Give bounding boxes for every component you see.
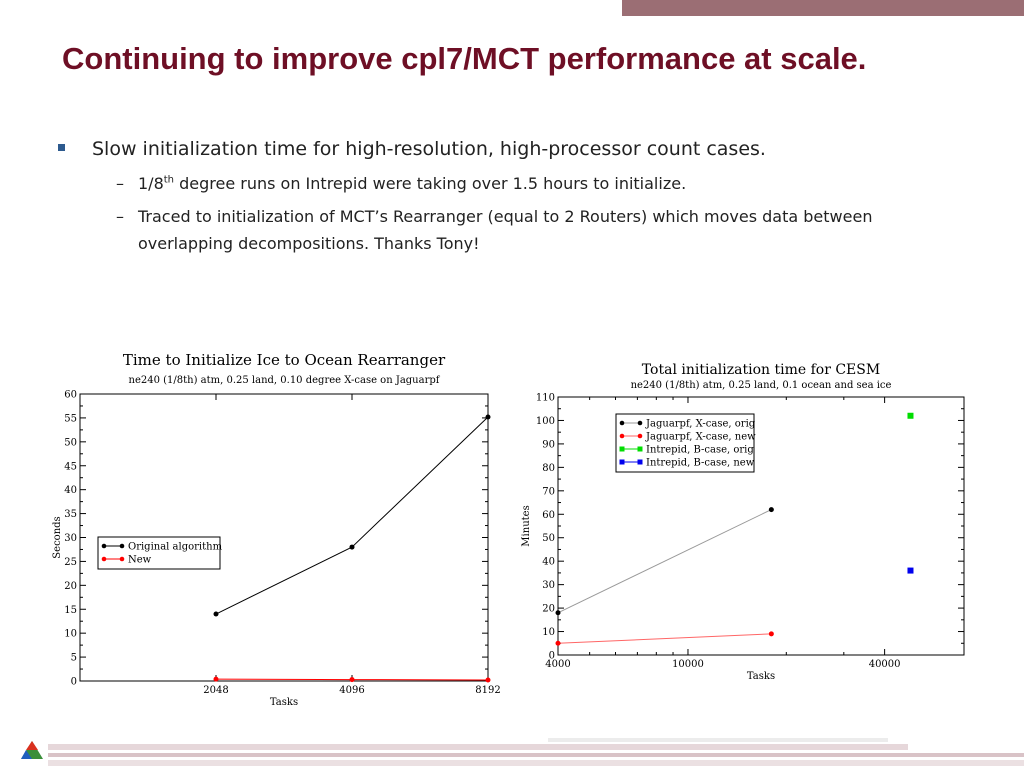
data-point: [349, 544, 355, 550]
y-tick-label: 30: [64, 533, 77, 544]
slide-title: Continuing to improve cpl7/MCT performan…: [62, 41, 867, 76]
data-point: [555, 640, 561, 646]
y-tick-label: 110: [536, 393, 555, 404]
legend-marker: [619, 420, 625, 426]
y-tick-label: 20: [64, 581, 77, 592]
y-tick-label: 55: [64, 413, 77, 424]
legend-marker: [101, 543, 107, 549]
y-tick-label: 70: [542, 486, 555, 497]
y-axis-label: Seconds: [52, 516, 63, 558]
y-tick-label: 100: [536, 416, 555, 427]
legend-marker: [637, 459, 643, 465]
series-line: [557, 509, 772, 614]
x-tick-label: 4000: [545, 659, 570, 670]
legend-marker: [637, 433, 643, 439]
dash-bullet: –: [116, 207, 124, 226]
data-point: [907, 412, 914, 419]
y-tick-label: 10: [542, 627, 555, 638]
y-tick-label: 0: [71, 677, 77, 688]
data-point: [907, 567, 914, 574]
x-axis-label: Tasks: [270, 697, 298, 708]
sub-bullet-text-2: Traced to initialization of MCT’s Rearra…: [138, 207, 873, 253]
chart-title: Time to Initialize Ice to Ocean Rearrang…: [123, 351, 446, 369]
x-tick-label: 4096: [339, 685, 364, 696]
dash-bullet: –: [116, 174, 124, 193]
chart-subtitle: ne240 (1/8th) atm, 0.25 land, 0.1 ocean …: [631, 380, 892, 391]
y-tick-label: 40: [542, 557, 555, 568]
legend-box: [97, 536, 221, 570]
y-tick-label: 60: [64, 390, 77, 401]
legend-marker: [619, 433, 625, 439]
y-tick-label: 20: [542, 604, 555, 615]
legend-marker: [119, 556, 125, 562]
legend-marker: [637, 420, 643, 426]
legend-label: Intrepid, B-case, orig: [646, 445, 754, 456]
rearranger-init-chart: Time to Initialize Ice to Ocean Rearrang…: [52, 351, 500, 708]
y-tick-label: 60: [542, 510, 555, 521]
y-tick-label: 30: [542, 580, 555, 591]
data-point: [768, 507, 774, 513]
x-tick-label: 2048: [203, 685, 228, 696]
y-tick-label: 45: [64, 461, 77, 472]
data-point: [349, 677, 355, 683]
legend-marker: [637, 446, 643, 452]
x-tick-label: 8192: [475, 685, 500, 696]
data-point: [485, 414, 491, 420]
bullet-text: Slow initialization time for high-resolu…: [92, 138, 766, 160]
legend-label: New: [128, 555, 152, 566]
y-axis-label: Minutes: [521, 505, 532, 546]
cesm-init-chart: Total initialization time for CESM ne240 …: [521, 362, 965, 682]
y-tick-label: 5: [71, 653, 77, 664]
sub-bullet-text-1b: degree runs on Intrepid were taking over…: [174, 174, 687, 193]
y-tick-label: 90: [542, 439, 555, 450]
legend-label: Intrepid, B-case, new: [646, 458, 755, 469]
chart-title: Total initialization time for CESM: [642, 362, 880, 378]
x-tick-label: 10000: [672, 659, 704, 670]
y-tick-label: 25: [64, 557, 77, 568]
sub-bullet-item: – 1/8th degree runs on Intrepid were tak…: [58, 170, 958, 197]
sub-bullet-superscript: th: [163, 174, 175, 186]
data-point: [213, 611, 219, 617]
series-line: [215, 416, 489, 615]
chart-subtitle: ne240 (1/8th) atm, 0.25 land, 0.10 degre…: [129, 375, 441, 386]
legend-marker: [619, 459, 625, 465]
y-tick-label: 40: [64, 485, 77, 496]
legend-marker: [119, 543, 125, 549]
y-tick-label: 15: [64, 605, 77, 616]
y-tick-label: 50: [542, 533, 555, 544]
y-tick-label: 50: [64, 437, 77, 448]
data-point: [213, 676, 219, 682]
lab-logo-icon: [21, 741, 43, 759]
data-point: [555, 610, 561, 616]
bullet-item: Slow initialization time for high-resolu…: [58, 136, 958, 162]
y-tick-label: 10: [64, 629, 77, 640]
legend-label: Original algorithm: [128, 542, 223, 553]
bottom-decoration: [48, 738, 1024, 766]
data-point: [485, 677, 491, 683]
sub-bullet-item: – Traced to initialization of MCT’s Rear…: [58, 203, 958, 257]
bullet-list: Slow initialization time for high-resolu…: [58, 136, 958, 257]
y-tick-label: 35: [64, 509, 77, 520]
legend-marker: [101, 556, 107, 562]
legend-label: Jaguarpf, X-case, new: [645, 432, 756, 443]
sub-bullet-text-1a: 1/8: [138, 174, 164, 193]
x-axis-label: Tasks: [747, 671, 775, 682]
y-tick-label: 0: [549, 651, 555, 662]
legend-label: Jaguarpf, X-case, orig: [645, 419, 756, 430]
top-accent-bar: [622, 0, 1024, 16]
y-tick-label: 80: [542, 463, 555, 474]
square-bullet-icon: [58, 144, 65, 151]
x-tick-label: 40000: [869, 659, 901, 670]
data-point: [768, 631, 774, 637]
series-line: [557, 633, 772, 644]
legend-marker: [619, 446, 625, 452]
